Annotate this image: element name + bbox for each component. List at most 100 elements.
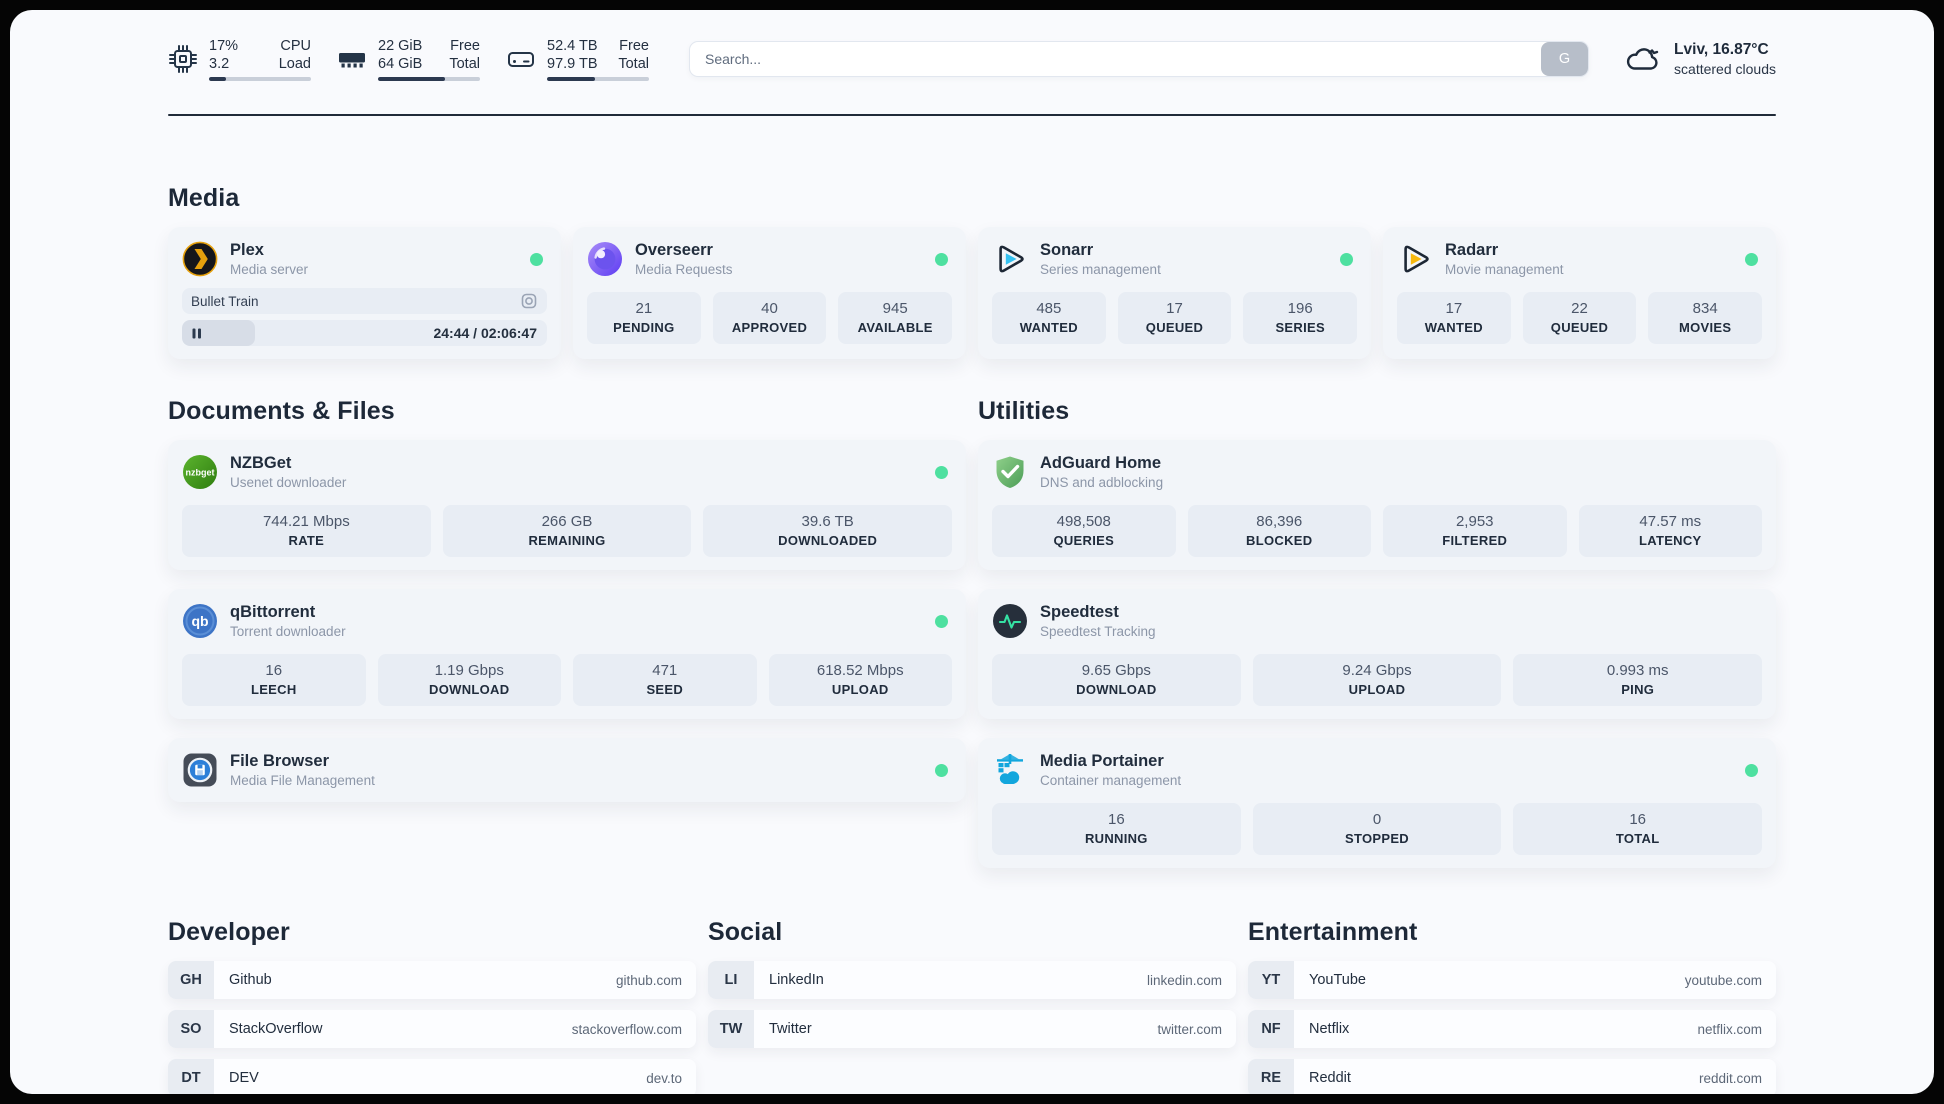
stat-tile: 16 LEECH	[182, 654, 366, 706]
stat-label: UPLOAD	[831, 682, 889, 697]
status-dot	[935, 465, 948, 479]
system-stats-group: 17% CPU 3.2 Load	[168, 37, 649, 81]
bookmark-stackoverflow[interactable]: SO StackOverflow stackoverflow.com	[168, 1010, 696, 1048]
stat-label: LEECH	[250, 682, 297, 697]
app-name: Radarr	[1445, 241, 1499, 259]
stat-label: DOWNLOADED	[778, 533, 878, 548]
disk-free-value: 52.4 TB	[547, 38, 598, 54]
bookmark-abbr: NF	[1248, 1010, 1294, 1048]
app-name: File Browser	[230, 752, 330, 770]
social-column: Social LI LinkedIn linkedin.com TW Twitt…	[708, 918, 1236, 1094]
stat-value: 16	[1107, 811, 1125, 828]
app-card-qbittorrent: qb qBittorrent Torrent downloader 16	[168, 589, 966, 719]
nzbget-logo-icon: nzbget	[183, 455, 217, 489]
stat-tile: 618.52 Mbps UPLOAD	[768, 654, 952, 706]
media-grid: Plex Media server Bullet Train	[168, 227, 1776, 359]
weather-location-temp: Lviv, 16.87°C	[1674, 41, 1769, 58]
memory-stat-widget: 22 GiB Free 64 GiB Total	[337, 37, 480, 81]
app-subtitle: Torrent downloader	[230, 624, 346, 639]
app-link-nzbget[interactable]: nzbget NZBGet Usenet downloader	[182, 453, 952, 491]
screen-session-icon	[521, 293, 537, 309]
app-link-sonarr[interactable]: Sonarr Series management	[992, 240, 1357, 278]
bookmark-label: StackOverflow	[229, 1021, 323, 1037]
dashboard-page: 17% CPU 3.2 Load	[10, 10, 1934, 1094]
bookmark-abbr: SO	[168, 1010, 214, 1048]
portainer-logo-icon	[997, 754, 1023, 784]
status-dot	[935, 252, 948, 266]
stat-value: 17	[1166, 300, 1183, 317]
app-name: Speedtest	[1040, 603, 1119, 621]
app-name: Plex	[230, 241, 264, 259]
cpu-label: CPU	[280, 38, 311, 54]
section-title-media: Media	[168, 184, 240, 212]
stat-value: 16	[1629, 811, 1647, 828]
app-link-radarr[interactable]: Radarr Movie management	[1397, 240, 1762, 278]
stat-value: 9.65 Gbps	[1081, 662, 1151, 679]
bookmark-github[interactable]: GH Github github.com	[168, 961, 696, 999]
stat-tile: 485 WANTED	[992, 292, 1106, 344]
stat-tile: 86,396 BLOCKED	[1187, 505, 1371, 557]
bookmark-reddit[interactable]: RE Reddit reddit.com	[1248, 1059, 1776, 1094]
developer-column: Developer GH Github github.com SO StackO…	[168, 918, 696, 1094]
app-link-speedtest[interactable]: Speedtest Speedtest Tracking	[992, 602, 1762, 640]
stat-value: 618.52 Mbps	[816, 662, 904, 679]
stat-label: REMAINING	[528, 533, 606, 548]
app-card-adguard: AdGuard Home DNS and adblocking 498,508 …	[978, 440, 1776, 570]
ram-icon	[339, 53, 365, 68]
adguard-logo-icon	[996, 456, 1024, 488]
stat-value: 834	[1692, 300, 1718, 317]
app-name: AdGuard Home	[1040, 454, 1162, 472]
stat-value: 1.19 Gbps	[434, 662, 504, 679]
disk-total-value: 97.9 TB	[547, 56, 598, 72]
bookmark-label: LinkedIn	[769, 972, 824, 988]
header-bar: 17% CPU 3.2 Load	[168, 32, 1776, 86]
bookmark-abbr: RE	[1248, 1059, 1294, 1094]
app-card-portainer: Media Portainer Container management 16 …	[978, 738, 1776, 868]
bookmark-abbr: YT	[1248, 961, 1294, 999]
app-link-adguard[interactable]: AdGuard Home DNS and adblocking	[992, 453, 1762, 491]
section-title-entertainment: Entertainment	[1248, 918, 1418, 946]
qbittorrent-logo-icon: qb	[183, 604, 217, 638]
stat-value: 471	[652, 662, 678, 679]
stat-value: 0.993 ms	[1606, 662, 1669, 679]
app-link-portainer[interactable]: Media Portainer Container management	[992, 751, 1762, 789]
bookmark-url: netflix.com	[1697, 1021, 1762, 1037]
status-dot	[1745, 252, 1758, 266]
bookmark-twitter[interactable]: TW Twitter twitter.com	[708, 1010, 1236, 1048]
bookmark-netflix[interactable]: NF Netflix netflix.com	[1248, 1010, 1776, 1048]
stat-tile: 498,508 QUERIES	[992, 505, 1176, 557]
memory-total-value: 64 GiB	[378, 56, 423, 72]
cpu-stat-widget: 17% CPU 3.2 Load	[168, 37, 311, 81]
documents-column: Documents & Files	[168, 397, 966, 868]
status-dot	[935, 763, 948, 777]
pause-icon	[192, 328, 201, 338]
app-card-radarr: Radarr Movie management 17 WANTED 22 QUE…	[1383, 227, 1776, 359]
stat-value: 21	[635, 300, 653, 317]
svg-text:qb: qb	[191, 613, 208, 629]
app-card-nzbget: nzbget NZBGet Usenet downloader 744.21 M…	[168, 440, 966, 570]
stat-label: LATENCY	[1638, 533, 1702, 548]
bookmark-youtube[interactable]: YT YouTube youtube.com	[1248, 961, 1776, 999]
search-engine-button[interactable]: G	[1541, 42, 1589, 76]
stat-tile: 9.65 Gbps DOWNLOAD	[992, 654, 1241, 706]
stat-tile: 40 APPROVED	[712, 292, 827, 344]
stat-tile: 16 TOTAL	[1513, 803, 1763, 855]
stat-tile: 266 GB REMAINING	[442, 505, 692, 557]
bookmark-url: reddit.com	[1698, 1070, 1762, 1086]
search-input[interactable]	[689, 41, 1590, 77]
stat-label: QUEUED	[1145, 320, 1204, 335]
bookmark-linkedin[interactable]: LI LinkedIn linkedin.com	[708, 961, 1236, 999]
radarr-logo-icon	[1404, 245, 1429, 273]
stat-tile: 2,953 FILTERED	[1383, 505, 1567, 557]
app-link-overseerr[interactable]: Overseerr Media Requests	[587, 240, 952, 278]
app-link-plex[interactable]: Plex Media server	[182, 240, 547, 278]
stat-tile: 39.6 TB DOWNLOADED	[703, 505, 953, 557]
stat-tile: 834 MOVIES	[1648, 292, 1763, 344]
plex-logo-icon	[182, 241, 218, 277]
bookmark-dev[interactable]: DT DEV dev.to	[168, 1059, 696, 1094]
status-dot	[935, 614, 948, 628]
svg-text:nzbget: nzbget	[186, 468, 215, 478]
stat-label: TOTAL	[1615, 831, 1660, 846]
app-link-qbittorrent[interactable]: qb qBittorrent Torrent downloader	[182, 602, 952, 640]
app-link-filebrowser[interactable]: File Browser Media File Management	[182, 751, 952, 789]
